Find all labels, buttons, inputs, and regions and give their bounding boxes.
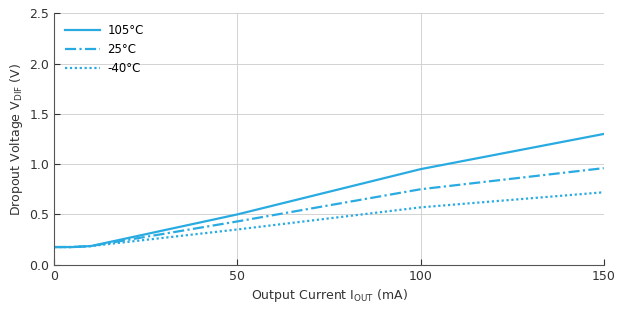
-40°C — [417, 206, 424, 209]
25°C — [234, 220, 241, 223]
25°C — [87, 244, 95, 248]
Line: 25°C: 25°C — [54, 168, 604, 247]
105°C — [69, 245, 76, 249]
105°C — [600, 132, 608, 136]
105°C — [234, 212, 241, 216]
-40°C — [87, 244, 95, 248]
-40°C — [51, 245, 58, 249]
105°C — [417, 167, 424, 171]
105°C — [87, 244, 95, 248]
25°C — [51, 245, 58, 249]
25°C — [600, 166, 608, 170]
-40°C — [600, 190, 608, 194]
Line: 105°C: 105°C — [54, 134, 604, 247]
-40°C — [69, 245, 76, 249]
Line: -40°C: -40°C — [54, 192, 604, 247]
Y-axis label: Dropout Voltage V$_{\mathregular{DIF}}$ (V): Dropout Voltage V$_{\mathregular{DIF}}$ … — [8, 62, 26, 216]
-40°C — [234, 227, 241, 231]
25°C — [69, 245, 76, 249]
25°C — [417, 188, 424, 191]
105°C — [51, 245, 58, 249]
Legend: 105°C, 25°C, -40°C: 105°C, 25°C, -40°C — [61, 19, 149, 80]
X-axis label: Output Current I$_{\mathregular{OUT}}$ (mA): Output Current I$_{\mathregular{OUT}}$ (… — [251, 287, 407, 304]
